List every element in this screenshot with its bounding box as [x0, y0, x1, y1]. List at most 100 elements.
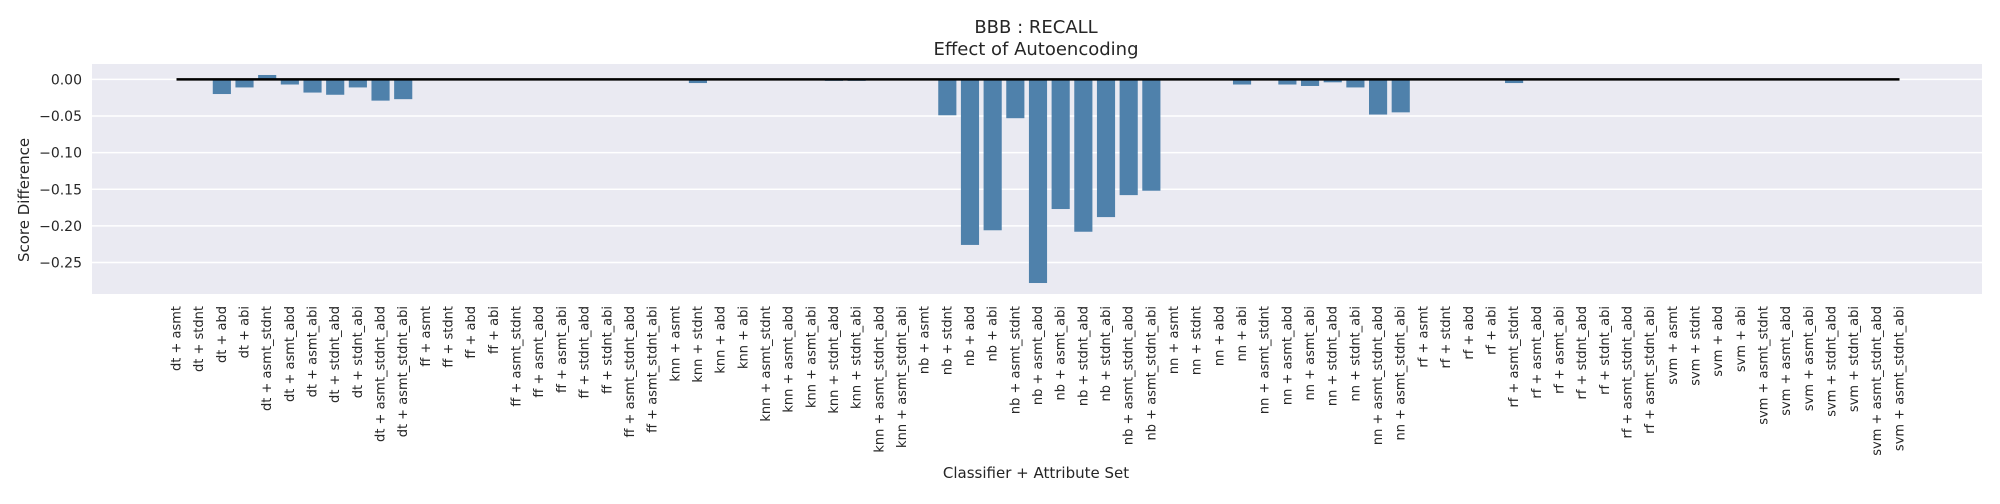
bar — [258, 74, 277, 80]
bar — [1051, 79, 1070, 210]
x-tick-label: rf + asmt_abi — [1552, 306, 1567, 394]
bar — [983, 79, 1002, 231]
x-tick-label: ff + asmt_abi — [555, 306, 570, 393]
bar — [1300, 79, 1320, 86]
x-tick-label: knn + asmt_stdnt_abd — [872, 306, 887, 453]
x-tick-label: rf + abd — [1462, 306, 1477, 360]
x-tick-label: rf + asmt_stdnt_abi — [1643, 306, 1658, 434]
x-tick-label: nn + stdnt_abd — [1326, 306, 1341, 406]
x-tick-label: svm + stdnt — [1688, 306, 1703, 386]
x-tick-label: nb + asmt_abi — [1054, 306, 1069, 400]
x-tick-label: knn + asmt_abd — [782, 306, 797, 413]
x-tick-label: nb + asmt — [918, 306, 933, 374]
x-tick-label: svm + abd — [1711, 306, 1726, 377]
bar — [1119, 79, 1138, 196]
bar — [394, 79, 413, 100]
x-tick-label: nn + asmt — [1167, 306, 1182, 374]
x-tick-label: ff + asmt_stdnt_abi — [646, 306, 661, 433]
bar — [235, 79, 254, 88]
bar — [1278, 79, 1297, 85]
chart-title: BBB : RECALL — [974, 17, 1097, 38]
x-tick-label: nb + abd — [963, 306, 978, 366]
x-tick-label: knn + asmt_abi — [804, 306, 819, 408]
x-tick-label: knn + asmt — [668, 306, 683, 382]
x-tick-label: rf + abi — [1484, 306, 1499, 355]
x-tick-label: svm + asmt_stdnt_abd — [1870, 306, 1885, 456]
bar — [1368, 79, 1388, 115]
x-tick-label: dt + stdnt_abi — [351, 306, 366, 398]
x-tick-label: dt + asmt_abd — [283, 306, 298, 402]
x-axis-label: Classifier + Attribute Set — [943, 464, 1129, 482]
x-tick-label: knn + abd — [714, 306, 729, 374]
y-tick-label: 0.00 — [51, 72, 82, 88]
bar — [1346, 79, 1365, 88]
x-tick-label: ff + stdnt_abi — [600, 306, 615, 394]
bar — [1391, 79, 1410, 113]
x-tick-label: knn + stdnt — [691, 306, 706, 383]
x-tick-label: knn + stdnt_abi — [850, 306, 865, 409]
x-tick-label: dt + asmt — [170, 306, 185, 371]
x-tick-label: dt + asmt_abi — [306, 306, 321, 397]
x-tick-label: nn + asmt_abi — [1303, 306, 1318, 400]
bar — [688, 79, 708, 84]
x-tick-label: dt + abi — [238, 306, 253, 358]
x-tick-label: knn + asmt_stdnt_abi — [895, 306, 910, 448]
x-tick-label: dt + stdnt_abd — [328, 306, 343, 403]
x-tick-label: nb + asmt_stdnt_abi — [1144, 306, 1159, 440]
x-tick-label: ff + asmt_stdnt — [510, 306, 525, 407]
bar — [1232, 79, 1252, 85]
x-tick-label: nb + asmt_abd — [1031, 306, 1046, 405]
y-tick-label: −0.15 — [39, 182, 82, 198]
x-tick-label: svm + abi — [1734, 306, 1749, 372]
x-tick-label: dt + asmt_stdnt_abd — [374, 306, 389, 442]
x-tick-label: rf + asmt — [1416, 306, 1431, 368]
x-tick-label: svm + stdnt_abi — [1847, 306, 1862, 412]
x-tick-label: svm + asmt — [1666, 306, 1681, 385]
x-tick-label: svm + asmt_abd — [1779, 306, 1794, 416]
bar — [371, 79, 390, 101]
x-tick-label: nb + abi — [986, 306, 1001, 361]
x-tick-label: ff + stdnt — [442, 306, 457, 368]
bar — [326, 79, 345, 95]
x-tick-label: nn + asmt_stdnt_abd — [1371, 306, 1386, 445]
bar — [1505, 79, 1524, 84]
y-tick-label: −0.20 — [39, 219, 82, 235]
x-tick-label: nn + stdnt_abi — [1348, 306, 1363, 401]
y-tick-label: −0.05 — [39, 109, 82, 125]
x-tick-label: rf + stdnt_abi — [1598, 306, 1613, 395]
x-tick-label: rf + asmt_stdnt — [1507, 306, 1522, 408]
x-tick-label: rf + stdnt_abd — [1575, 306, 1590, 400]
bar — [1323, 79, 1342, 83]
x-tick-label: ff + abd — [464, 306, 479, 359]
x-tick-label: rf + asmt_abd — [1530, 306, 1545, 399]
bar — [1028, 79, 1048, 284]
x-tick-label: nn + asmt_stdnt — [1258, 306, 1273, 414]
y-tick-label: −0.25 — [39, 256, 82, 272]
x-tick-label: knn + asmt_stdnt — [759, 306, 774, 422]
y-axis-label: Score Difference — [15, 138, 33, 262]
x-tick-label: nb + asmt_stdnt_abd — [1122, 306, 1137, 445]
bar — [280, 79, 299, 85]
x-tick-label: knn + stdnt_abd — [827, 306, 842, 414]
x-tick-label: nn + asmt_stdnt_abi — [1394, 306, 1409, 440]
x-tick-label: rf + stdnt — [1439, 306, 1454, 369]
x-tick-label: svm + asmt_stdnt_abi — [1893, 306, 1908, 451]
x-tick-label: svm + asmt_stdnt — [1756, 306, 1771, 425]
bar — [348, 79, 367, 88]
bar — [938, 79, 957, 116]
x-tick-label: rf + asmt_stdnt_abd — [1620, 306, 1635, 439]
x-tick-label: nn + abd — [1212, 306, 1227, 366]
x-tick-label: nn + abi — [1235, 306, 1250, 361]
x-tick-label: ff + stdnt_abd — [578, 306, 593, 399]
x-tick-label: dt + abd — [215, 306, 230, 363]
x-tick-label: dt + asmt_stdnt — [260, 306, 275, 411]
chart-subtitle: Effect of Autoencoding — [933, 39, 1138, 60]
bar — [960, 79, 980, 245]
x-tick-label: dt + asmt_stdnt_abi — [396, 306, 411, 437]
x-tick-label: nb + stdnt — [940, 306, 955, 375]
x-tick-label: ff + asmt_abd — [532, 306, 547, 398]
bar — [212, 79, 231, 95]
x-tick-label: nb + asmt_stdnt — [1008, 306, 1023, 414]
